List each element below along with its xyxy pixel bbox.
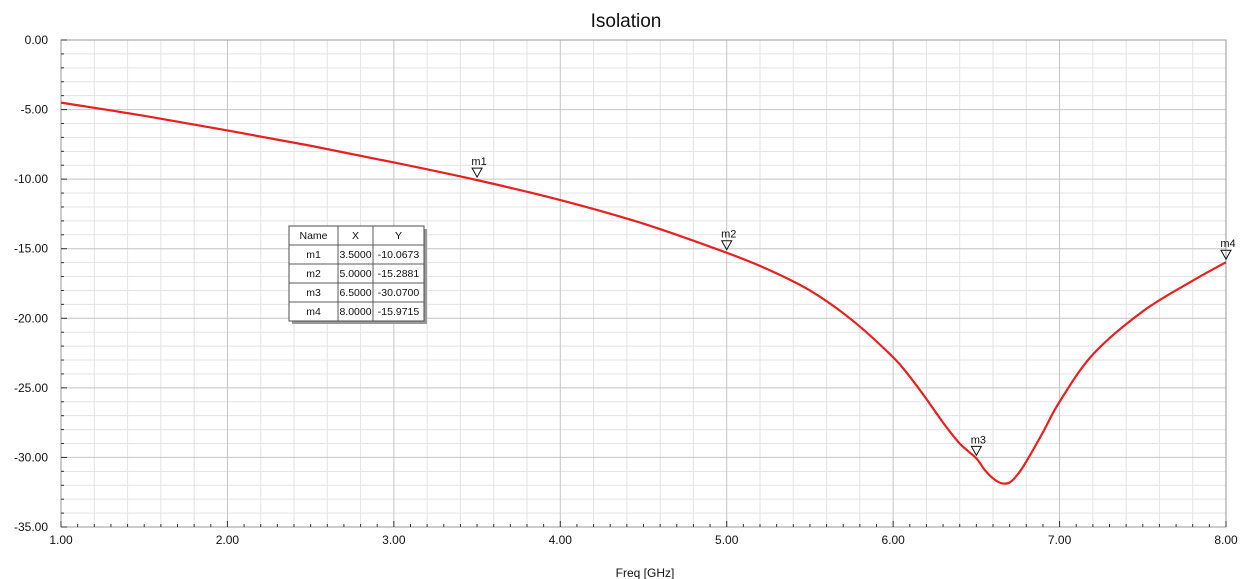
table-cell: 6.5000 [339,287,371,299]
table-cell: -30.0700 [378,287,420,299]
chart-title: Isolation [591,11,662,32]
y-tick-label: -5.00 [21,103,49,117]
marker-m4-label: m4 [1220,238,1235,250]
marker-m3-label: m3 [971,434,986,446]
table-header-cell: Name [299,230,327,242]
table-cell: 5.0000 [339,268,371,280]
y-tick-label: -30.00 [14,450,48,464]
table-cell-border [372,301,425,322]
y-tick-label: -20.00 [14,311,48,325]
grid-minor [61,40,1226,527]
axis-ticks [60,39,1227,528]
table-cell: 3.5000 [339,249,371,261]
x-tick-label: 2.00 [216,533,240,547]
marker-m2-label: m2 [721,229,736,241]
table-cell: m1 [306,249,321,261]
y-tick-label: -10.00 [14,172,48,186]
y-tick-label: -35.00 [14,520,48,534]
marker-table-frame [288,225,425,322]
table-cell: m4 [306,306,321,318]
table-cell: -10.0673 [378,249,420,261]
isolation-curve [60,101,1227,485]
x-tick-label: 6.00 [881,533,905,547]
x-tick-label: 4.00 [549,533,573,547]
table-cell: 8.0000 [339,306,371,318]
y-tick-label: -25.00 [14,381,48,395]
marker-m1-label: m1 [471,156,486,168]
table-header-cell: X [352,230,359,242]
marker-table[interactable]: Name X Ym1 3.5000 -10.0673 m2 5.0000 -15.2881 m3… [288,225,427,324]
x-tick-labels: 1.00 2.00 3.00 4.00 5.00 6.00 7.00 8.00 [49,533,1238,547]
table-cell: m3 [306,287,321,299]
x-tick-label: 7.00 [1048,533,1072,547]
y-tick-label: 0.00 [25,33,49,47]
x-tick-label: 5.00 [715,533,739,547]
table-cell: -15.9715 [378,306,420,318]
marker-m4-icon[interactable] [1220,249,1232,261]
marker-m1-icon[interactable] [471,167,483,179]
grid-major [60,39,1227,528]
series-layer [60,101,1227,485]
x-axis-label: Freq [GHz] [616,566,675,579]
marker-layer: m1 m2 m3 m4 [471,156,1236,457]
table-cell: -15.2881 [378,268,420,280]
x-tick-label: 1.00 [49,533,73,547]
marker-m2-icon[interactable] [720,240,733,251]
y-tick-label: -15.00 [14,242,48,256]
table-cell: m2 [306,268,321,280]
x-tick-label: 8.00 [1214,533,1238,547]
marker-m3-icon[interactable] [970,445,983,457]
table-header-cell: Y [395,230,402,242]
y-tick-labels: 0.00 -5.00 -10.00 -15.00 -20.00 -25.00 -30.00 -… [14,33,48,534]
plot-frame [60,39,1227,528]
x-tick-label: 3.00 [382,533,406,547]
